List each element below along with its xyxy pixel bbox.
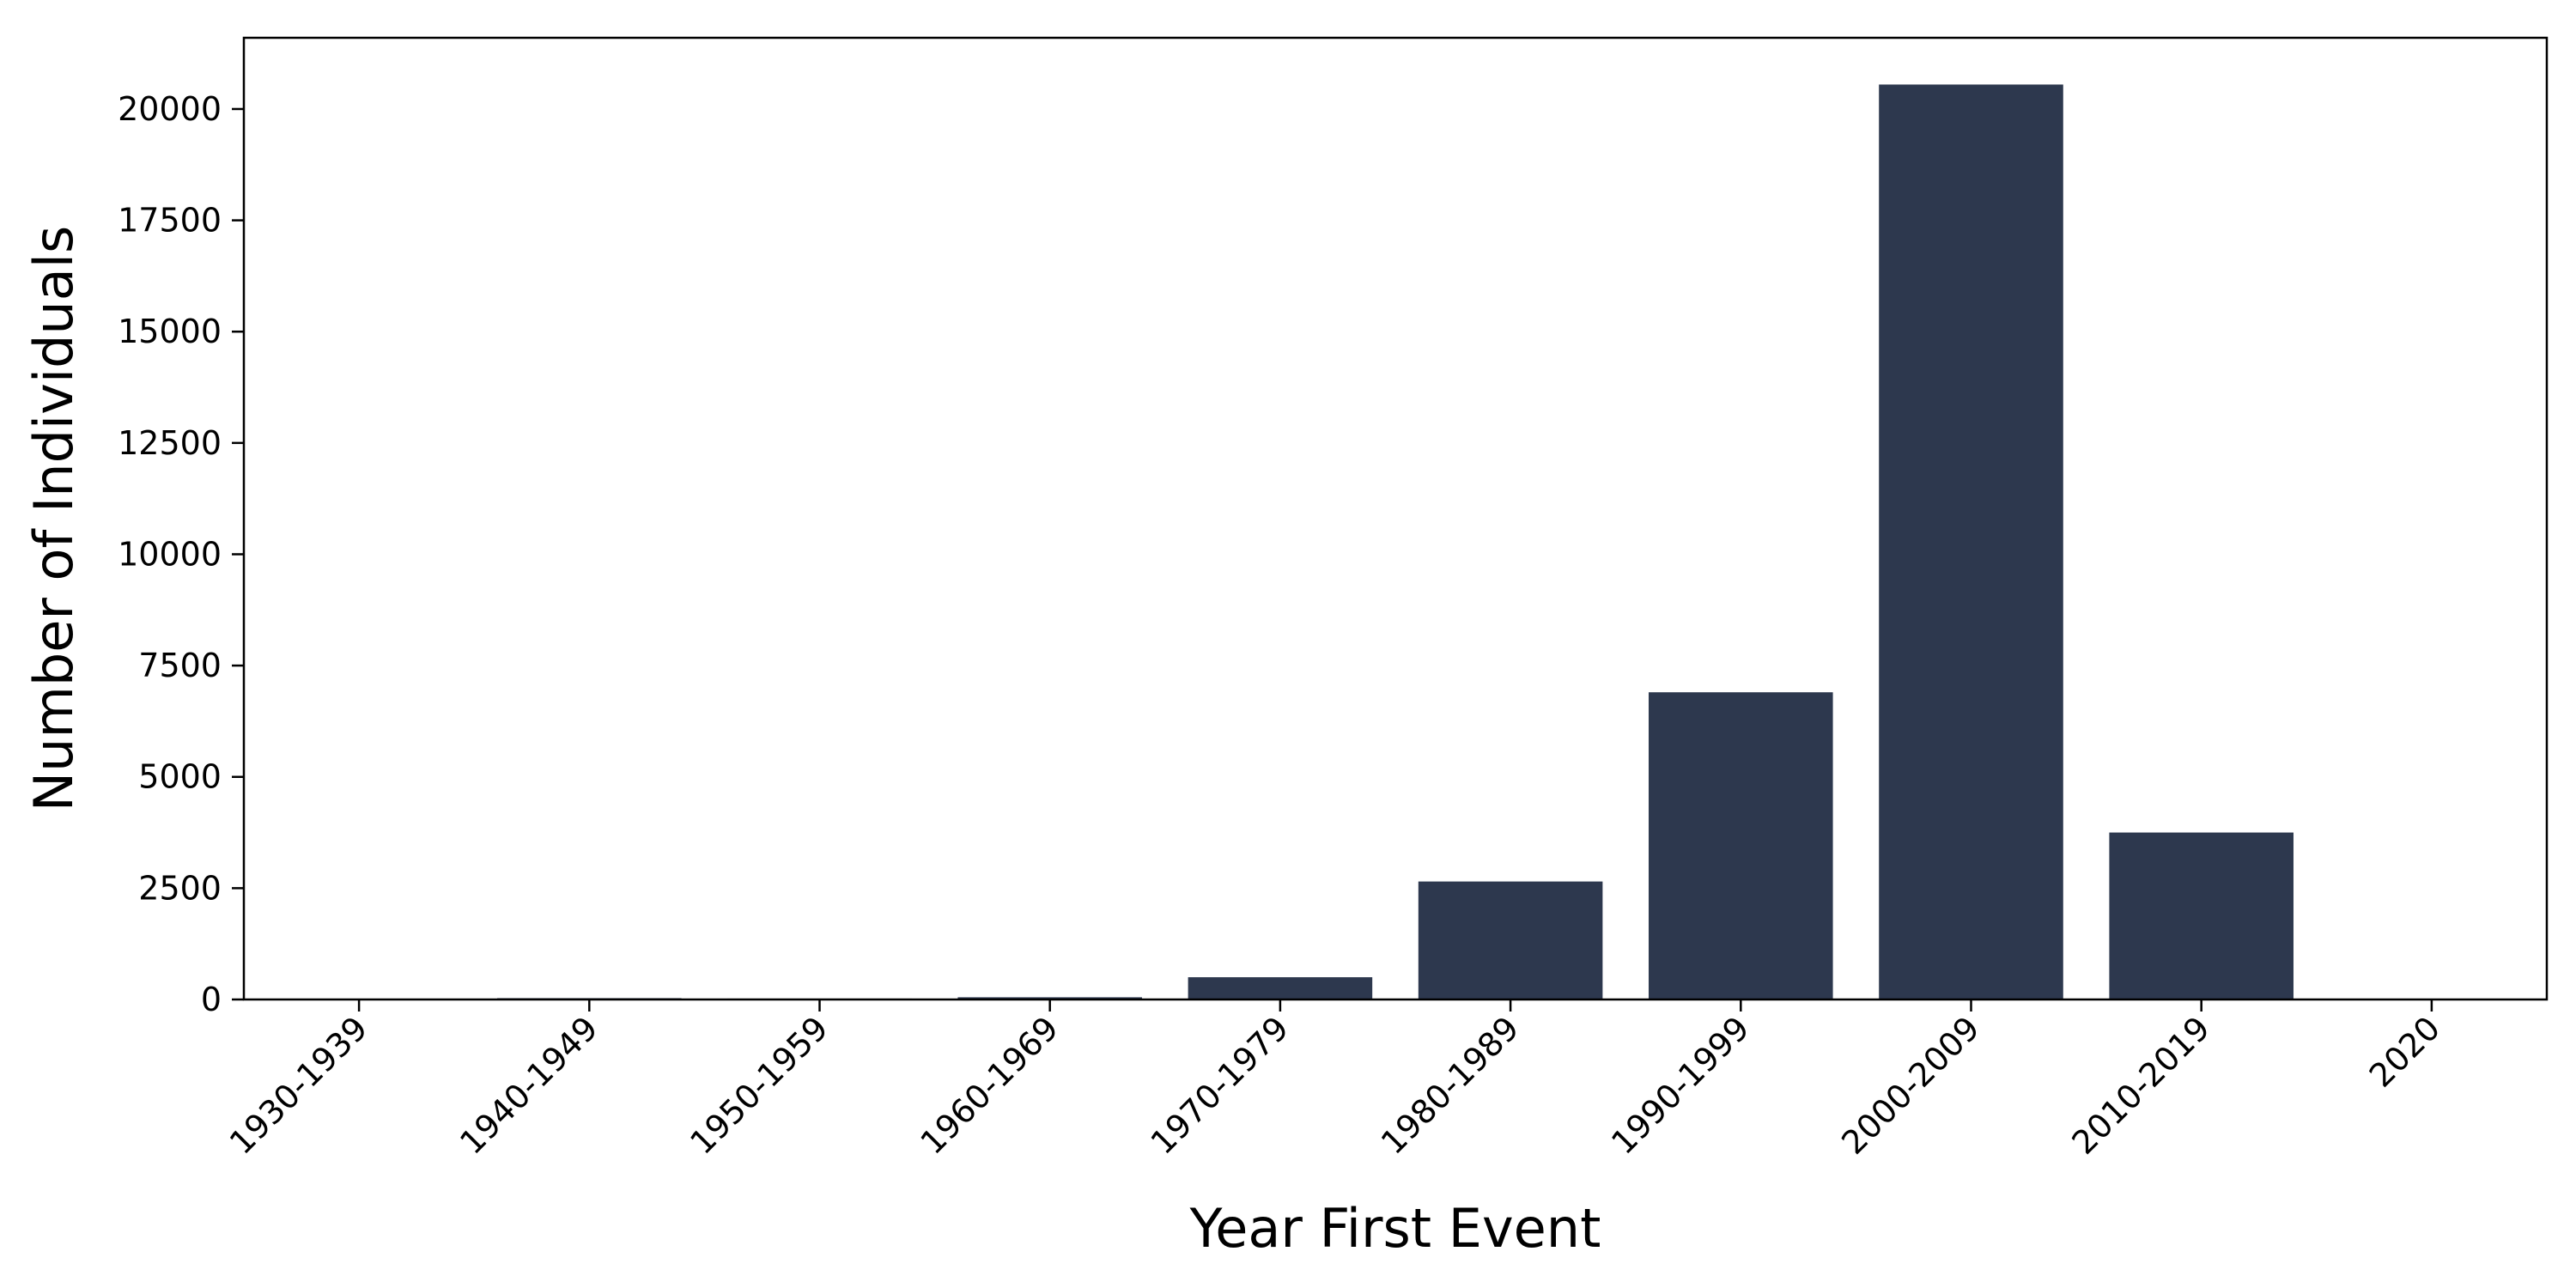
bar-1980-1989: [1418, 881, 1603, 999]
y-tick-label: 17500: [118, 202, 222, 240]
y-tick-label: 15000: [118, 313, 222, 350]
plot-frame: [242, 36, 2549, 1001]
y-tick-label: 2500: [138, 869, 222, 907]
y-axis: 0 2500 5000 7500 10000 12500 15000 17500 20000: [118, 90, 244, 1018]
x-tick-label: 1990-1999: [1604, 1009, 1757, 1162]
bars-layer: [266, 84, 2524, 999]
y-tick-label: 12500: [118, 424, 222, 462]
x-tick-label: 1980-1989: [1374, 1009, 1527, 1162]
x-tick-label: 2010-2019: [2064, 1009, 2217, 1162]
x-axis: 1930-1939 1940-1949 1950-1959 1960-1969 1970…: [222, 999, 2447, 1162]
y-tick-label: 20000: [118, 90, 222, 128]
x-tick-label: 2020: [2362, 1009, 2448, 1095]
bar-2010-2019: [2109, 832, 2293, 999]
x-tick-label: 2000-2009: [1834, 1009, 1987, 1162]
x-axis-label: Year First Event: [1189, 1197, 1601, 1260]
y-tick-label: 0: [201, 981, 222, 1018]
y-tick-label: 10000: [118, 535, 222, 573]
x-tick-label: 1940-1949: [453, 1009, 605, 1162]
x-tick-label: 1960-1969: [913, 1009, 1066, 1162]
bar-1960-1969: [957, 997, 1142, 999]
bar-2000-2009: [1879, 84, 2063, 999]
x-tick-label: 1930-1939: [222, 1009, 375, 1162]
y-tick-label: 5000: [138, 758, 222, 796]
x-tick-label: 1950-1959: [683, 1009, 835, 1162]
bar-1990-1999: [1649, 692, 1833, 999]
y-axis-label: Number of Individuals: [22, 226, 85, 811]
x-tick-label: 1970-1979: [1144, 1009, 1297, 1162]
bar-1970-1979: [1188, 977, 1373, 999]
y-tick-label: 7500: [138, 647, 222, 684]
